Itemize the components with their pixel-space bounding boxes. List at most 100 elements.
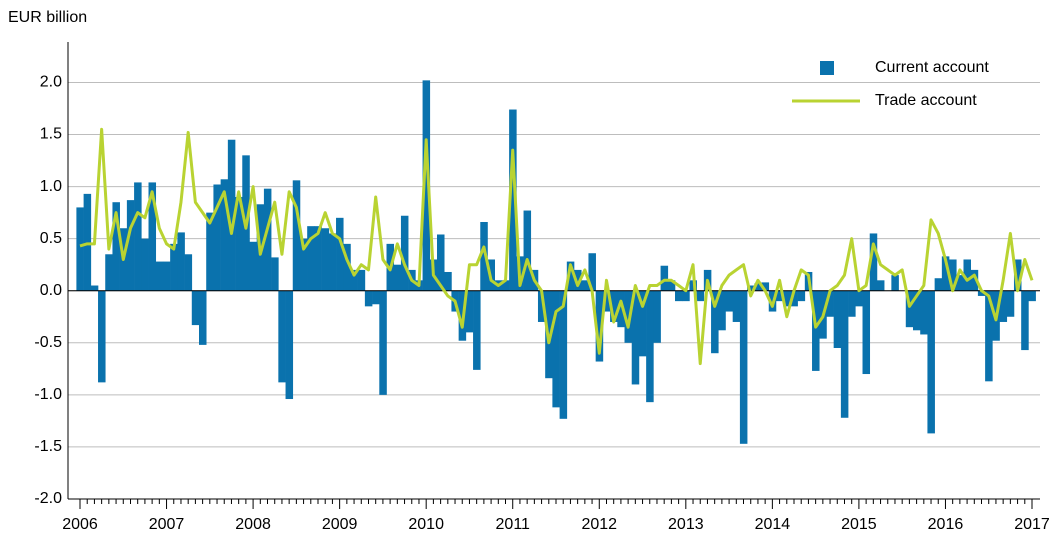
- bar: [473, 290, 481, 370]
- bar: [1006, 290, 1015, 317]
- bar: [170, 243, 178, 291]
- bar: [162, 261, 171, 291]
- bar: [970, 269, 979, 291]
- bar: [739, 290, 748, 444]
- legend-label: Current account: [875, 59, 989, 76]
- x-tick-label: 2007: [149, 516, 185, 533]
- bar: [711, 290, 719, 354]
- bar: [610, 290, 618, 322]
- bar: [696, 290, 705, 302]
- bar: [566, 261, 575, 291]
- bar: [126, 200, 135, 291]
- bar: [278, 290, 286, 383]
- bar: [941, 256, 950, 291]
- y-tick-label: -1.5: [34, 438, 62, 455]
- x-tick-label: 2015: [841, 516, 877, 533]
- y-tick-label: 1.5: [40, 126, 62, 143]
- bar: [523, 210, 532, 291]
- x-tick-label: 2010: [408, 516, 444, 533]
- bar: [350, 269, 358, 291]
- bar: [271, 257, 279, 291]
- bar: [732, 290, 741, 322]
- bar: [307, 226, 315, 291]
- bar: [876, 280, 885, 291]
- bar: [379, 290, 387, 395]
- bar: [199, 290, 207, 345]
- bar: [422, 80, 431, 291]
- bar: [357, 269, 366, 291]
- bar: [364, 290, 373, 307]
- bar: [321, 228, 330, 291]
- bar: [747, 285, 755, 291]
- bar: [934, 278, 943, 291]
- bar: [336, 217, 344, 291]
- bar: [1021, 290, 1029, 351]
- bar: [148, 182, 157, 291]
- legend-swatch: [820, 61, 834, 75]
- bar: [812, 290, 820, 371]
- bar: [826, 290, 834, 317]
- bar: [775, 290, 784, 302]
- bar: [372, 290, 380, 305]
- bar: [227, 139, 236, 291]
- x-tick-label: 2013: [668, 516, 704, 533]
- bar: [588, 253, 596, 291]
- y-tick-label: 2.0: [40, 74, 62, 91]
- bar: [292, 180, 301, 291]
- y-axis-title: EUR billion: [8, 9, 87, 26]
- bar: [191, 290, 200, 326]
- bar: [400, 215, 409, 291]
- bar: [595, 290, 604, 362]
- bar: [343, 243, 351, 291]
- bar: [797, 290, 806, 302]
- bar: [509, 109, 517, 291]
- bar: [999, 290, 1008, 322]
- bar: [963, 259, 971, 291]
- bar: [949, 259, 957, 291]
- bar: [552, 290, 560, 408]
- bar: [624, 290, 633, 343]
- bar: [444, 271, 452, 291]
- x-tick-label: 2011: [496, 516, 531, 533]
- bar: [660, 265, 669, 291]
- x-tick-label: 2014: [755, 516, 791, 533]
- bar: [76, 207, 84, 291]
- bar: [667, 280, 676, 291]
- bar: [631, 290, 640, 385]
- x-tick-label: 2006: [62, 516, 98, 533]
- bar: [213, 184, 221, 291]
- bar: [155, 261, 164, 291]
- bar: [840, 290, 849, 418]
- bar: [977, 290, 986, 296]
- bar: [927, 290, 935, 434]
- bar: [862, 290, 871, 375]
- bar: [537, 290, 546, 322]
- bar: [602, 290, 611, 312]
- x-tick-label: 2008: [235, 516, 271, 533]
- bar: [235, 197, 243, 291]
- bar: [328, 233, 337, 291]
- bar: [617, 290, 625, 328]
- bar: [206, 212, 214, 291]
- bar: [299, 238, 308, 291]
- bar: [83, 193, 92, 291]
- bar: [112, 202, 120, 291]
- bar: [725, 290, 733, 312]
- bar: [184, 254, 193, 291]
- bar: [653, 290, 661, 343]
- line: [79, 127, 1034, 366]
- bar: [393, 264, 402, 291]
- x-tick-label: 2017: [1014, 516, 1050, 533]
- y-tick-label: -2.0: [34, 490, 62, 507]
- bar: [98, 290, 106, 383]
- bar: [790, 290, 798, 307]
- legend-label: Trade account: [875, 92, 977, 109]
- bar: [754, 283, 762, 291]
- bar: [559, 290, 568, 419]
- bar: [956, 275, 964, 291]
- bar: [783, 290, 791, 307]
- bar: [437, 234, 445, 291]
- bar: [718, 290, 726, 331]
- bar: [891, 275, 899, 291]
